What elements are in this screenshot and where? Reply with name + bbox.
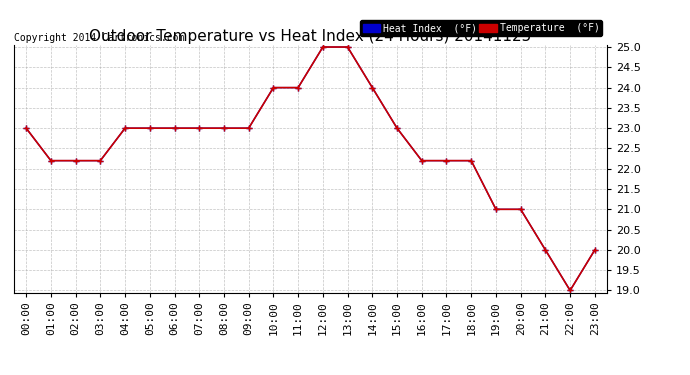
Text: Copyright 2014 Cartronics.com: Copyright 2014 Cartronics.com — [14, 33, 184, 42]
Legend: Heat Index  (°F), Temperature  (°F): Heat Index (°F), Temperature (°F) — [360, 20, 602, 36]
Title: Outdoor Temperature vs Heat Index (24 Hours) 20141125: Outdoor Temperature vs Heat Index (24 Ho… — [90, 29, 531, 44]
